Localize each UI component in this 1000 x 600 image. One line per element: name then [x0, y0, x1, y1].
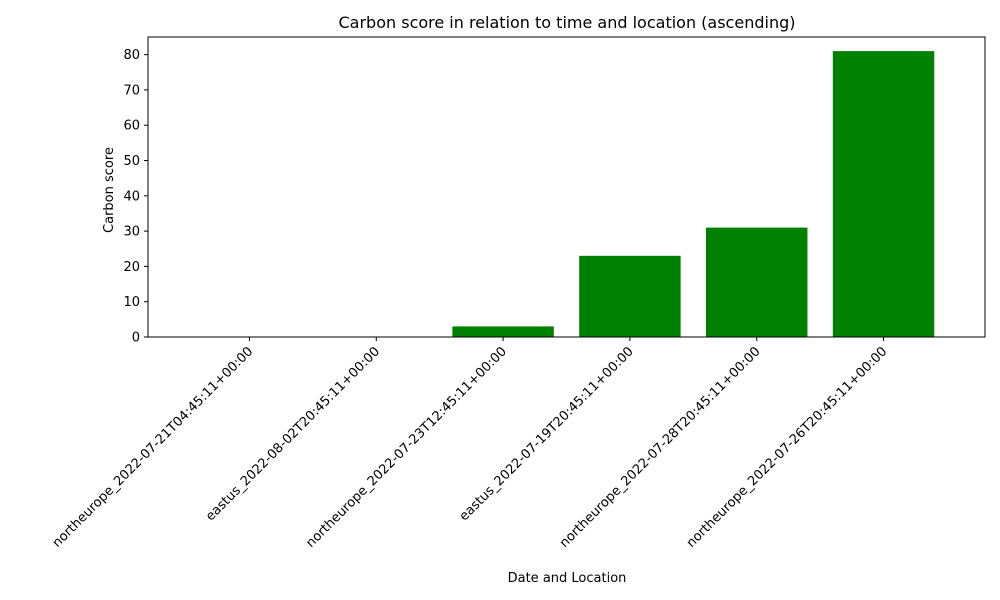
bar-2: [452, 326, 554, 337]
y-tick-label-6: 60: [123, 119, 140, 134]
y-tick-label-0: 0: [132, 331, 140, 346]
x-tick-label-0: northeurope_2022-07-21T04:45:11+00:00: [50, 344, 257, 551]
bar-4: [706, 227, 808, 337]
y-tick-label-2: 20: [123, 260, 140, 275]
x-tick-label-2: northeurope_2022-07-23T12:45:11+00:00: [303, 344, 510, 551]
y-tick-label-8: 80: [123, 48, 140, 63]
axes-frame: [147, 36, 986, 338]
y-tick-label-3: 30: [123, 225, 140, 240]
bar-5: [832, 51, 935, 337]
y-tick-label-7: 70: [123, 83, 140, 98]
chart-title: Carbon score in relation to time and loc…: [339, 13, 796, 32]
x-axis-label: Date and Location: [508, 571, 627, 586]
y-axis-label: Carbon score: [102, 147, 117, 233]
bar-3: [579, 255, 681, 337]
x-tick-label-5: northeurope_2022-07-26T20:45:11+00:00: [684, 344, 891, 551]
plot-area: 0 10 20 30 40 50 60 70 80 northeurope_2022-07-21T…: [50, 36, 986, 551]
y-tick-label-5: 50: [123, 154, 140, 169]
y-tick-label-1: 10: [123, 295, 140, 310]
x-tick-label-4: northeurope_2022-07-28T20:45:11+00:00: [557, 344, 764, 551]
y-tick-label-4: 40: [123, 189, 140, 204]
